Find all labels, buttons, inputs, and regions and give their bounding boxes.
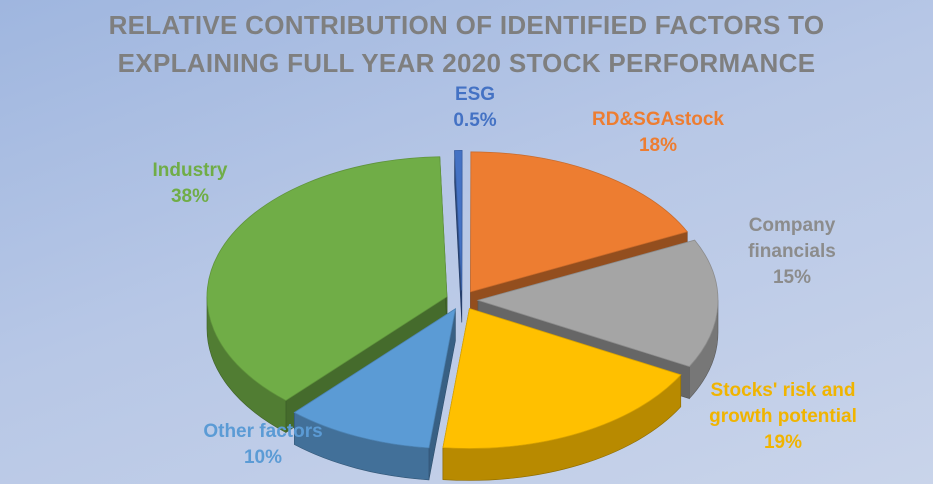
- slice-other-factors: [293, 307, 456, 449]
- data-label-company-financials: Company financials 15%: [748, 215, 836, 288]
- slice-esg: [454, 150, 463, 291]
- data-label-other-factors: Other factors 10%: [203, 421, 322, 468]
- chart-title-line-1: RELATIVE CONTRIBUTION OF IDENTIFIED FACT…: [108, 10, 825, 40]
- slice-name-label: Other factors: [203, 421, 322, 442]
- slice-rd-sgastock: [470, 151, 688, 293]
- data-label-stocks-risk-and-growth-potential: Stocks' risk and growth potential 19%: [709, 380, 857, 453]
- slice-value-label: 38%: [171, 186, 209, 207]
- chart-title-line-2: EXPLAINING FULL YEAR 2020 STOCK PERFORMA…: [117, 48, 816, 78]
- slice-name-label: growth potential: [709, 406, 857, 427]
- slice-name-label: Company: [749, 215, 836, 236]
- slice-value-label: 15%: [773, 267, 811, 288]
- pie-tops: [206, 150, 719, 449]
- slice-name-label: ESG: [455, 84, 495, 105]
- slice-industry: [206, 156, 448, 401]
- slice-name-label: Stocks' risk and: [711, 380, 856, 401]
- data-label-rd-sgastock: RD&SGAstock 18%: [592, 109, 724, 156]
- slice-stocks-risk-and-growth-potential: [442, 307, 682, 449]
- data-label-industry: Industry 38%: [153, 160, 228, 207]
- slice-name-label: RD&SGAstock: [592, 109, 724, 130]
- slice-value-label: 18%: [639, 135, 677, 156]
- slice-name-label: Industry: [153, 160, 228, 181]
- slice-company-financials: [476, 239, 719, 368]
- slice-value-label: 0.5%: [453, 110, 496, 131]
- slice-name-label: financials: [748, 241, 836, 262]
- slice-value-label: 10%: [244, 447, 282, 468]
- chart-title: RELATIVE CONTRIBUTION OF IDENTIFIED FACT…: [0, 6, 933, 82]
- pie-labels: ESG 0.5% RD&SGAstock 18% Company financials 15…: [153, 84, 857, 468]
- data-label-esg: ESG 0.5%: [453, 84, 496, 131]
- slice-value-label: 19%: [764, 432, 802, 453]
